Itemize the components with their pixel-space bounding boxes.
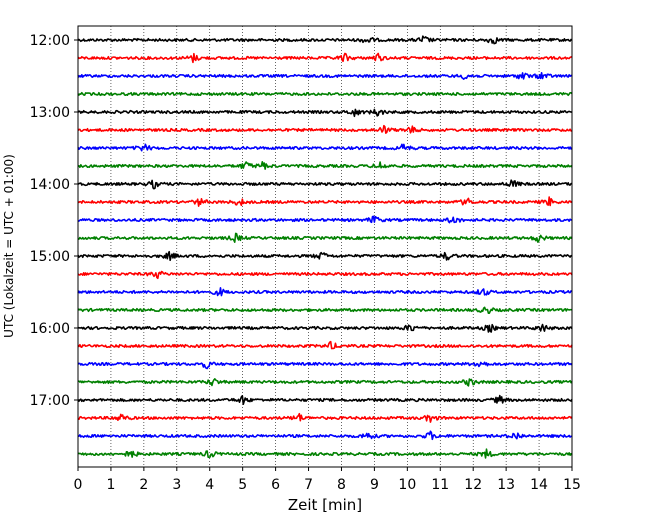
trace-1400 (77, 179, 573, 190)
trace-1645 (77, 378, 573, 387)
x-tick-label: 2 (139, 477, 148, 493)
trace-1600 (77, 323, 573, 333)
trace-1445 (77, 232, 573, 243)
y-tick-label: 17:00 (30, 393, 70, 409)
x-tick-label: 0 (74, 477, 83, 493)
x-axis-ticks: 0 1 2 3 4 5 6 7 8 9 10 11 12 13 14 15 (74, 467, 581, 493)
y-tick-label: 12:00 (30, 33, 70, 49)
trace-1630 (77, 361, 573, 370)
y-tick-label: 16:00 (30, 321, 70, 337)
seismic-traces (77, 35, 573, 459)
y-tick-label: 15:00 (30, 249, 70, 265)
trace-1700 (77, 394, 573, 406)
y-axis-ticks: 12:00 13:00 14:00 15:00 16:00 17:00 (30, 33, 78, 409)
y-tick-label: 13:00 (30, 105, 70, 121)
trace-1515 (77, 270, 573, 280)
trace-1545 (77, 306, 573, 314)
trace-1530 (77, 287, 573, 297)
plot-background (78, 26, 572, 467)
trace-1330 (77, 143, 573, 152)
x-tick-label: 4 (205, 477, 214, 493)
trace-1245 (77, 91, 573, 97)
trace-1215 (77, 52, 573, 64)
x-tick-label: 15 (563, 477, 581, 493)
x-tick-label: 7 (304, 477, 313, 493)
x-tick-label: 1 (106, 477, 115, 493)
plot-frame (77, 25, 573, 468)
x-tick-label: 3 (172, 477, 181, 493)
x-tick-label: 9 (370, 477, 379, 493)
trace-1200 (77, 35, 573, 45)
x-tick-label: 14 (530, 477, 548, 493)
trace-1315 (77, 124, 573, 134)
x-tick-label: 8 (337, 477, 346, 493)
trace-1230 (77, 72, 573, 80)
trace-1745 (77, 448, 573, 459)
x-tick-label: 12 (464, 477, 482, 493)
trace-1500 (77, 250, 573, 262)
y-axis-label: UTC (Lokalzeit = UTC + 01:00) (2, 154, 16, 338)
x-tick-label: 6 (271, 477, 280, 493)
trace-1415 (77, 196, 573, 207)
trace-1730 (77, 430, 573, 441)
x-tick-label: 13 (497, 477, 515, 493)
trace-1300 (77, 108, 573, 118)
trace-1430 (77, 215, 573, 224)
y-tick-label: 14:00 (30, 177, 70, 193)
trace-1615 (77, 340, 573, 350)
x-tick-label: 5 (238, 477, 247, 493)
x-tick-label: 10 (398, 477, 416, 493)
x-axis-label: Zeit [min] (288, 496, 362, 514)
trace-1715 (77, 412, 573, 423)
x-tick-label: 11 (431, 477, 449, 493)
trace-1345 (77, 160, 573, 170)
